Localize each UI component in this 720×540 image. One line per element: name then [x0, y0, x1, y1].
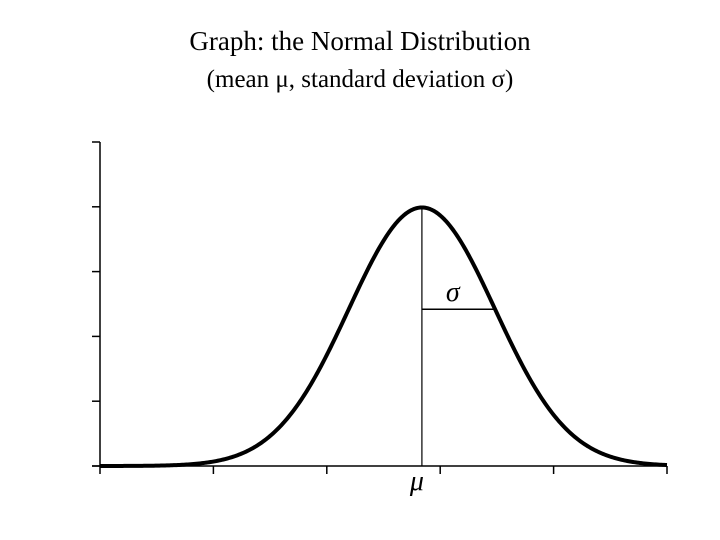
chart-title: Graph: the Normal Distribution — [189, 26, 531, 56]
sd-label: σ — [446, 277, 461, 308]
mean-label: μ — [409, 466, 424, 497]
density-curve — [99, 205, 668, 468]
chart-subtitle: (mean μ, standard deviation σ) — [206, 66, 514, 93]
